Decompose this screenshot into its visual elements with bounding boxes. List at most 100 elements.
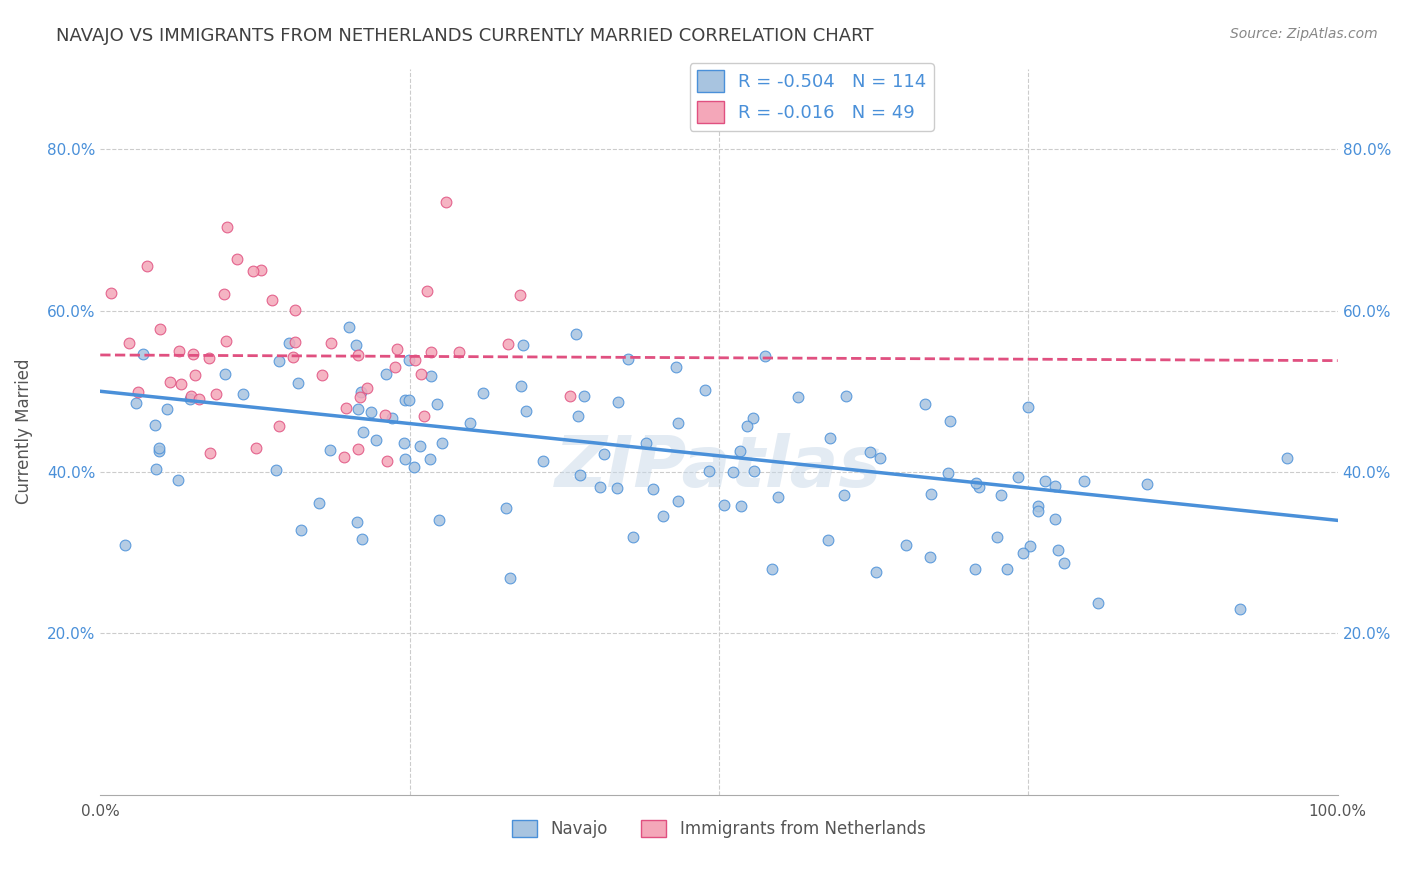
Navajo [693,383,716,397]
Text: ZIPatlas: ZIPatlas [555,434,883,502]
Navajo [531,454,554,468]
Navajo [723,466,745,480]
Navajo [914,397,936,411]
Navajo [569,467,592,482]
Immigrants from Netherlands [100,285,122,300]
Navajo [290,523,312,537]
Navajo [565,327,588,342]
Navajo [156,402,179,417]
Navajo [1277,450,1299,465]
Navajo [374,367,396,381]
Navajo [730,499,752,513]
Navajo [742,464,765,478]
Legend: Navajo, Immigrants from Netherlands: Navajo, Immigrants from Netherlands [506,813,932,845]
Navajo [817,533,839,547]
Navajo [1136,477,1159,491]
Navajo [761,561,783,575]
Navajo [394,452,416,467]
Navajo [894,538,917,552]
Navajo [269,353,291,368]
Immigrants from Netherlands [159,375,181,389]
Navajo [308,496,330,510]
Navajo [651,509,673,524]
Navajo [495,501,517,516]
Immigrants from Netherlands [498,337,520,351]
Immigrants from Netherlands [212,286,235,301]
Immigrants from Netherlands [284,334,307,349]
Navajo [572,389,595,403]
Immigrants from Netherlands [404,353,426,368]
Y-axis label: Currently Married: Currently Married [15,359,32,504]
Navajo [419,368,441,383]
Immigrants from Netherlands [180,389,202,403]
Navajo [350,532,373,546]
Navajo [786,390,808,404]
Navajo [179,392,201,407]
Navajo [1026,499,1049,513]
Navajo [148,442,170,456]
Immigrants from Netherlands [333,450,356,464]
Navajo [1007,469,1029,483]
Navajo [1229,602,1251,616]
Navajo [869,450,891,465]
Navajo [713,498,735,512]
Immigrants from Netherlands [419,345,441,359]
Immigrants from Netherlands [356,381,378,395]
Navajo [125,396,148,410]
Navajo [1052,556,1074,570]
Navajo [969,480,991,494]
Navajo [360,405,382,419]
Navajo [366,433,388,447]
Navajo [287,376,309,390]
Navajo [426,397,449,411]
Navajo [515,404,537,418]
Navajo [666,417,689,431]
Immigrants from Netherlands [319,335,342,350]
Immigrants from Netherlands [349,390,371,404]
Navajo [512,338,534,352]
Immigrants from Netherlands [413,409,436,424]
Navajo [1019,540,1042,554]
Navajo [1087,596,1109,610]
Navajo [458,416,481,430]
Navajo [1017,401,1039,415]
Navajo [606,394,628,409]
Navajo [665,359,688,374]
Immigrants from Netherlands [127,384,149,399]
Immigrants from Netherlands [250,262,273,277]
Immigrants from Netherlands [409,367,432,381]
Immigrants from Netherlands [375,454,398,468]
Immigrants from Netherlands [558,389,581,403]
Navajo [214,367,236,381]
Immigrants from Netherlands [347,348,370,362]
Navajo [1033,474,1056,488]
Navajo [398,353,420,368]
Navajo [145,462,167,476]
Navajo [668,494,690,508]
Navajo [264,463,287,477]
Navajo [319,442,342,457]
Navajo [986,530,1008,544]
Navajo [593,447,616,461]
Navajo [616,351,638,366]
Immigrants from Netherlands [335,401,357,416]
Navajo [865,565,887,579]
Navajo [381,411,404,425]
Navajo [621,530,644,544]
Navajo [636,435,658,450]
Navajo [606,481,628,495]
Immigrants from Netherlands [509,288,531,302]
Navajo [859,445,882,459]
Immigrants from Netherlands [245,441,267,455]
Navajo [346,515,368,529]
Navajo [766,490,789,504]
Navajo [419,452,441,467]
Immigrants from Netherlands [384,359,406,374]
Immigrants from Netherlands [184,368,207,382]
Navajo [990,488,1012,502]
Navajo [995,562,1018,576]
Immigrants from Netherlands [374,408,396,422]
Navajo [344,338,367,352]
Navajo [427,513,450,527]
Immigrants from Netherlands [205,387,228,401]
